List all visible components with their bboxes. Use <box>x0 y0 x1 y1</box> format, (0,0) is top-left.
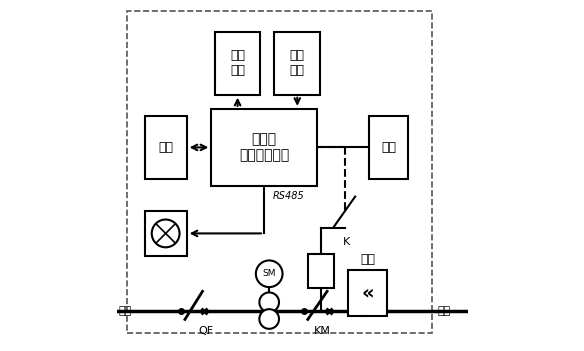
Text: K: K <box>343 237 350 247</box>
Text: 输出: 输出 <box>437 306 451 316</box>
Bar <box>211 109 317 186</box>
Circle shape <box>259 309 279 329</box>
Text: RS485: RS485 <box>273 191 304 201</box>
Bar <box>127 11 432 333</box>
Bar <box>145 211 187 256</box>
Bar <box>145 116 187 179</box>
Bar <box>369 116 408 179</box>
Circle shape <box>259 292 279 312</box>
Text: SM: SM <box>262 269 276 278</box>
Text: 输入: 输入 <box>118 306 131 316</box>
Text: KM: KM <box>314 326 331 336</box>
Text: 显示
模块: 显示 模块 <box>230 49 245 77</box>
Bar <box>348 270 387 316</box>
Circle shape <box>256 260 283 287</box>
Bar <box>308 254 334 288</box>
Text: 输入
模块: 输入 模块 <box>290 49 305 77</box>
Bar <box>274 32 320 95</box>
Text: «: « <box>361 284 374 303</box>
Text: 刷卡: 刷卡 <box>158 141 173 154</box>
Text: 插座: 插座 <box>360 253 375 266</box>
Text: 充电桩
智能控制模块: 充电桩 智能控制模块 <box>239 132 289 163</box>
Bar <box>215 32 260 95</box>
Text: QF: QF <box>199 326 214 336</box>
Circle shape <box>152 219 179 247</box>
Text: 急停: 急停 <box>381 141 396 154</box>
